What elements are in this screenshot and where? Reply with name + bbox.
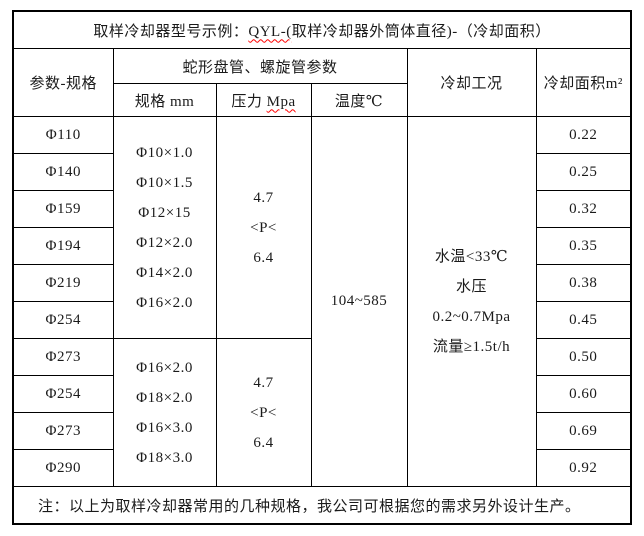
cooling-condition-line: 流量≥1.5t/h (432, 338, 511, 355)
header-cooling-area: 冷却面积m² (535, 48, 632, 117)
pressure-line: <P< (250, 404, 277, 421)
param-cell: Φ290 (12, 449, 114, 487)
note-cell: 注：以上为取样冷却器常用的几种规格，我公司可根据您的需求另外设计生产。 (12, 486, 632, 525)
coil-spec-line: Φ16×2.0 (136, 359, 193, 376)
title-model-code: QYL-( (248, 23, 292, 40)
pressure-line: 6.4 (253, 434, 274, 451)
param-cell: Φ194 (12, 227, 114, 265)
area-cell: 0.38 (535, 264, 632, 302)
cooling-condition-cell: 水温<33℃ 水压 0.2~0.7Mpa 流量≥1.5t/h (406, 116, 537, 487)
pressure-group-1-cell: 4.7 <P< 6.4 (215, 116, 312, 339)
area-cell: 0.32 (535, 190, 632, 228)
pressure-group-2-cell: 4.7 <P< 6.4 (215, 338, 312, 487)
pressure-unit: Mpa (266, 93, 296, 110)
header-coil-params: 蛇形盘管、螺旋管参数 (112, 48, 408, 84)
title-suffix: 取样冷却器外筒体直径)-（冷却面积） (291, 23, 551, 40)
param-cell: Φ254 (12, 301, 114, 339)
header-param-spec: 参数-规格 (12, 48, 114, 117)
area-cell: 0.92 (535, 449, 632, 487)
title-prefix: 取样冷却器型号示例： (93, 23, 249, 40)
table-title-cell: 取样冷却器型号示例：QYL-(取样冷却器外筒体直径)-（冷却面积） (12, 10, 632, 49)
coil-spec-group-1-cell: Φ10×1.0 Φ10×1.5 Φ12×15 Φ12×2.0 Φ14×2.0 Φ… (112, 116, 217, 339)
area-cell: 0.45 (535, 301, 632, 339)
coil-spec-line: Φ16×2.0 (136, 294, 193, 311)
coil-spec-line: Φ10×1.5 (136, 174, 193, 191)
coil-spec-line: Φ16×3.0 (136, 419, 193, 436)
area-cell: 0.69 (535, 412, 632, 450)
area-cell: 0.35 (535, 227, 632, 265)
header-spec-mm: 规格 mm (112, 83, 217, 117)
pressure-line: 4.7 (253, 189, 274, 206)
coil-spec-group-2-cell: Φ16×2.0 Φ18×2.0 Φ16×3.0 Φ18×3.0 (112, 338, 217, 487)
area-cell: 0.25 (535, 153, 632, 191)
param-cell: Φ254 (12, 375, 114, 413)
pressure-line: 4.7 (253, 374, 274, 391)
temperature-range-cell: 104~585 (310, 116, 408, 487)
sampling-cooler-spec-table: 取样冷却器型号示例：QYL-(取样冷却器外筒体直径)-（冷却面积） 参数-规格 … (12, 10, 633, 525)
param-cell: Φ219 (12, 264, 114, 302)
header-pressure: 压力 Mpa (215, 83, 312, 117)
cooling-condition-line: 水压 (455, 278, 487, 295)
param-cell: Φ140 (12, 153, 114, 191)
pressure-line: 6.4 (253, 249, 274, 266)
header-temperature: 温度℃ (310, 83, 408, 117)
param-cell: Φ159 (12, 190, 114, 228)
param-cell: Φ273 (12, 338, 114, 376)
area-cell: 0.60 (535, 375, 632, 413)
area-cell: 0.50 (535, 338, 632, 376)
coil-spec-line: Φ18×2.0 (136, 389, 193, 406)
cooling-condition-line: 0.2~0.7Mpa (432, 308, 511, 325)
pressure-label: 压力 (231, 93, 267, 110)
area-cell: 0.22 (535, 116, 632, 154)
param-cell: Φ273 (12, 412, 114, 450)
coil-spec-line: Φ14×2.0 (136, 264, 193, 281)
coil-spec-line: Φ12×15 (138, 204, 191, 221)
coil-spec-line: Φ12×2.0 (136, 234, 193, 251)
coil-spec-line: Φ18×3.0 (136, 449, 193, 466)
param-cell: Φ110 (12, 116, 114, 154)
pressure-line: <P< (250, 219, 277, 236)
header-cooling-condition: 冷却工况 (406, 48, 537, 117)
cooling-condition-line: 水温<33℃ (434, 248, 509, 265)
coil-spec-line: Φ10×1.0 (136, 144, 193, 161)
